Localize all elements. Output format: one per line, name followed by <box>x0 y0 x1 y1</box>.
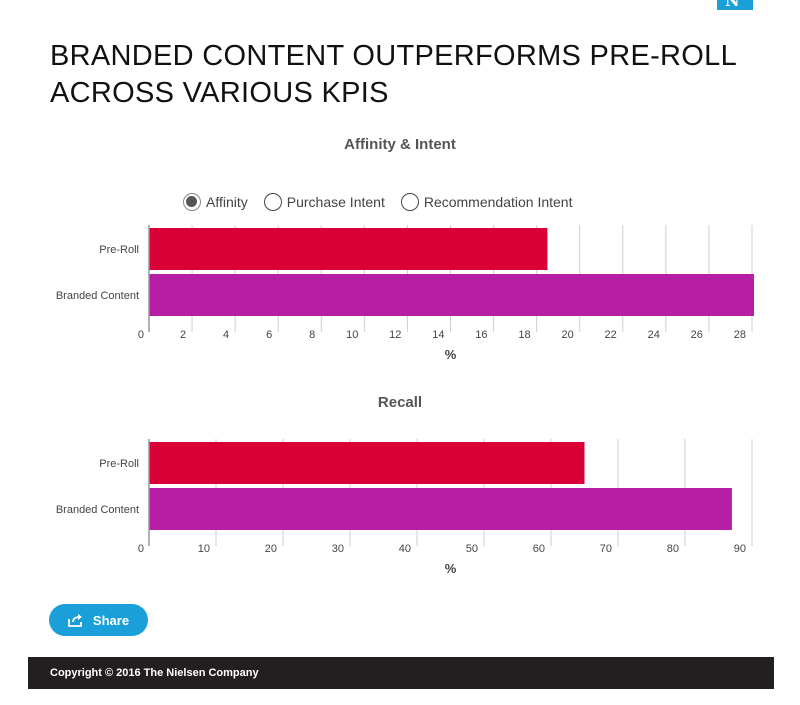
x-tick-label: 40 <box>399 543 411 555</box>
chart-title-recall: Recall <box>377 394 423 411</box>
x-tick-label: 22 <box>605 329 617 341</box>
x-tick-label: 30 <box>332 543 344 555</box>
x-tick-label: 28 <box>734 329 746 341</box>
bar-pre-roll[interactable] <box>149 228 548 270</box>
x-tick-label: 4 <box>223 329 229 341</box>
legend-option-recommendation-intent[interactable]: Recommendation Intent <box>400 193 573 211</box>
legend: Affinity Purchase Intent Recommendation … <box>183 191 588 213</box>
x-tick-label: 20 <box>561 329 573 341</box>
category-label: Branded Content <box>56 504 139 516</box>
radio-icon[interactable] <box>400 193 419 211</box>
x-tick-label: 0 <box>138 543 144 555</box>
x-axis-title: % <box>445 347 457 362</box>
x-axis-title: % <box>445 561 457 576</box>
x-tick-label: 20 <box>265 543 277 555</box>
share-label: Share <box>92 612 130 628</box>
legend-label: Purchase Intent <box>286 194 385 210</box>
category-label: Branded Content <box>56 290 139 302</box>
x-tick-label: 16 <box>475 329 487 341</box>
share-button[interactable]: Share <box>49 604 148 636</box>
copyright-text: Copyright © 2016 The Nielsen Company <box>50 667 259 679</box>
category-label: Pre-Roll <box>99 458 139 470</box>
radio-selected-icon[interactable] <box>183 193 201 211</box>
x-tick-label: 8 <box>309 329 315 341</box>
legend-label: Recommendation Intent <box>423 194 573 210</box>
x-tick-label: 90 <box>734 543 746 555</box>
x-tick-label: 80 <box>667 543 679 555</box>
page-title: BRANDED CONTENT OUTPERFORMS PRE-ROLL ACR… <box>50 40 736 109</box>
category-label: Pre-Roll <box>99 244 139 256</box>
x-tick-label: 18 <box>518 329 530 341</box>
x-tick-label: 10 <box>346 329 358 341</box>
bar-branded-content[interactable] <box>149 274 754 316</box>
x-tick-label: 2 <box>180 329 186 341</box>
chart-recall: 0 10 20 30 40 50 60 70 80 90 Pre-Roll Branded Conte… <box>56 439 753 576</box>
x-tick-label: 60 <box>533 543 545 555</box>
x-tick-label: 50 <box>466 543 478 555</box>
x-tick-label: 70 <box>600 543 612 555</box>
x-tick-label: 0 <box>138 329 144 341</box>
legend-option-affinity[interactable]: Affinity <box>183 193 248 211</box>
radio-icon[interactable] <box>263 193 282 211</box>
logo-icon: N <box>717 0 753 10</box>
chart-title-affinity: Affinity & Intent <box>344 136 456 153</box>
bar-branded-content[interactable] <box>149 488 732 530</box>
x-tick-label: 24 <box>648 329 660 341</box>
bar-pre-roll[interactable] <box>149 442 585 484</box>
x-tick-label: 12 <box>389 329 401 341</box>
chart-affinity: 0 2 4 6 8 10 12 14 16 18 20 22 24 26 28Pre-RollBranded… <box>56 225 754 362</box>
footer: Copyright © 2016 The Nielsen Company <box>28 657 774 689</box>
x-tick-label: 10 <box>198 543 210 555</box>
legend-option-purchase-intent[interactable]: Purchase Intent <box>263 193 385 211</box>
x-tick-label: 6 <box>266 329 272 341</box>
share-icon <box>68 613 84 627</box>
x-tick-label: 26 <box>691 329 703 341</box>
x-tick-label: 14 <box>432 329 444 341</box>
legend-label: Affinity <box>206 194 248 210</box>
